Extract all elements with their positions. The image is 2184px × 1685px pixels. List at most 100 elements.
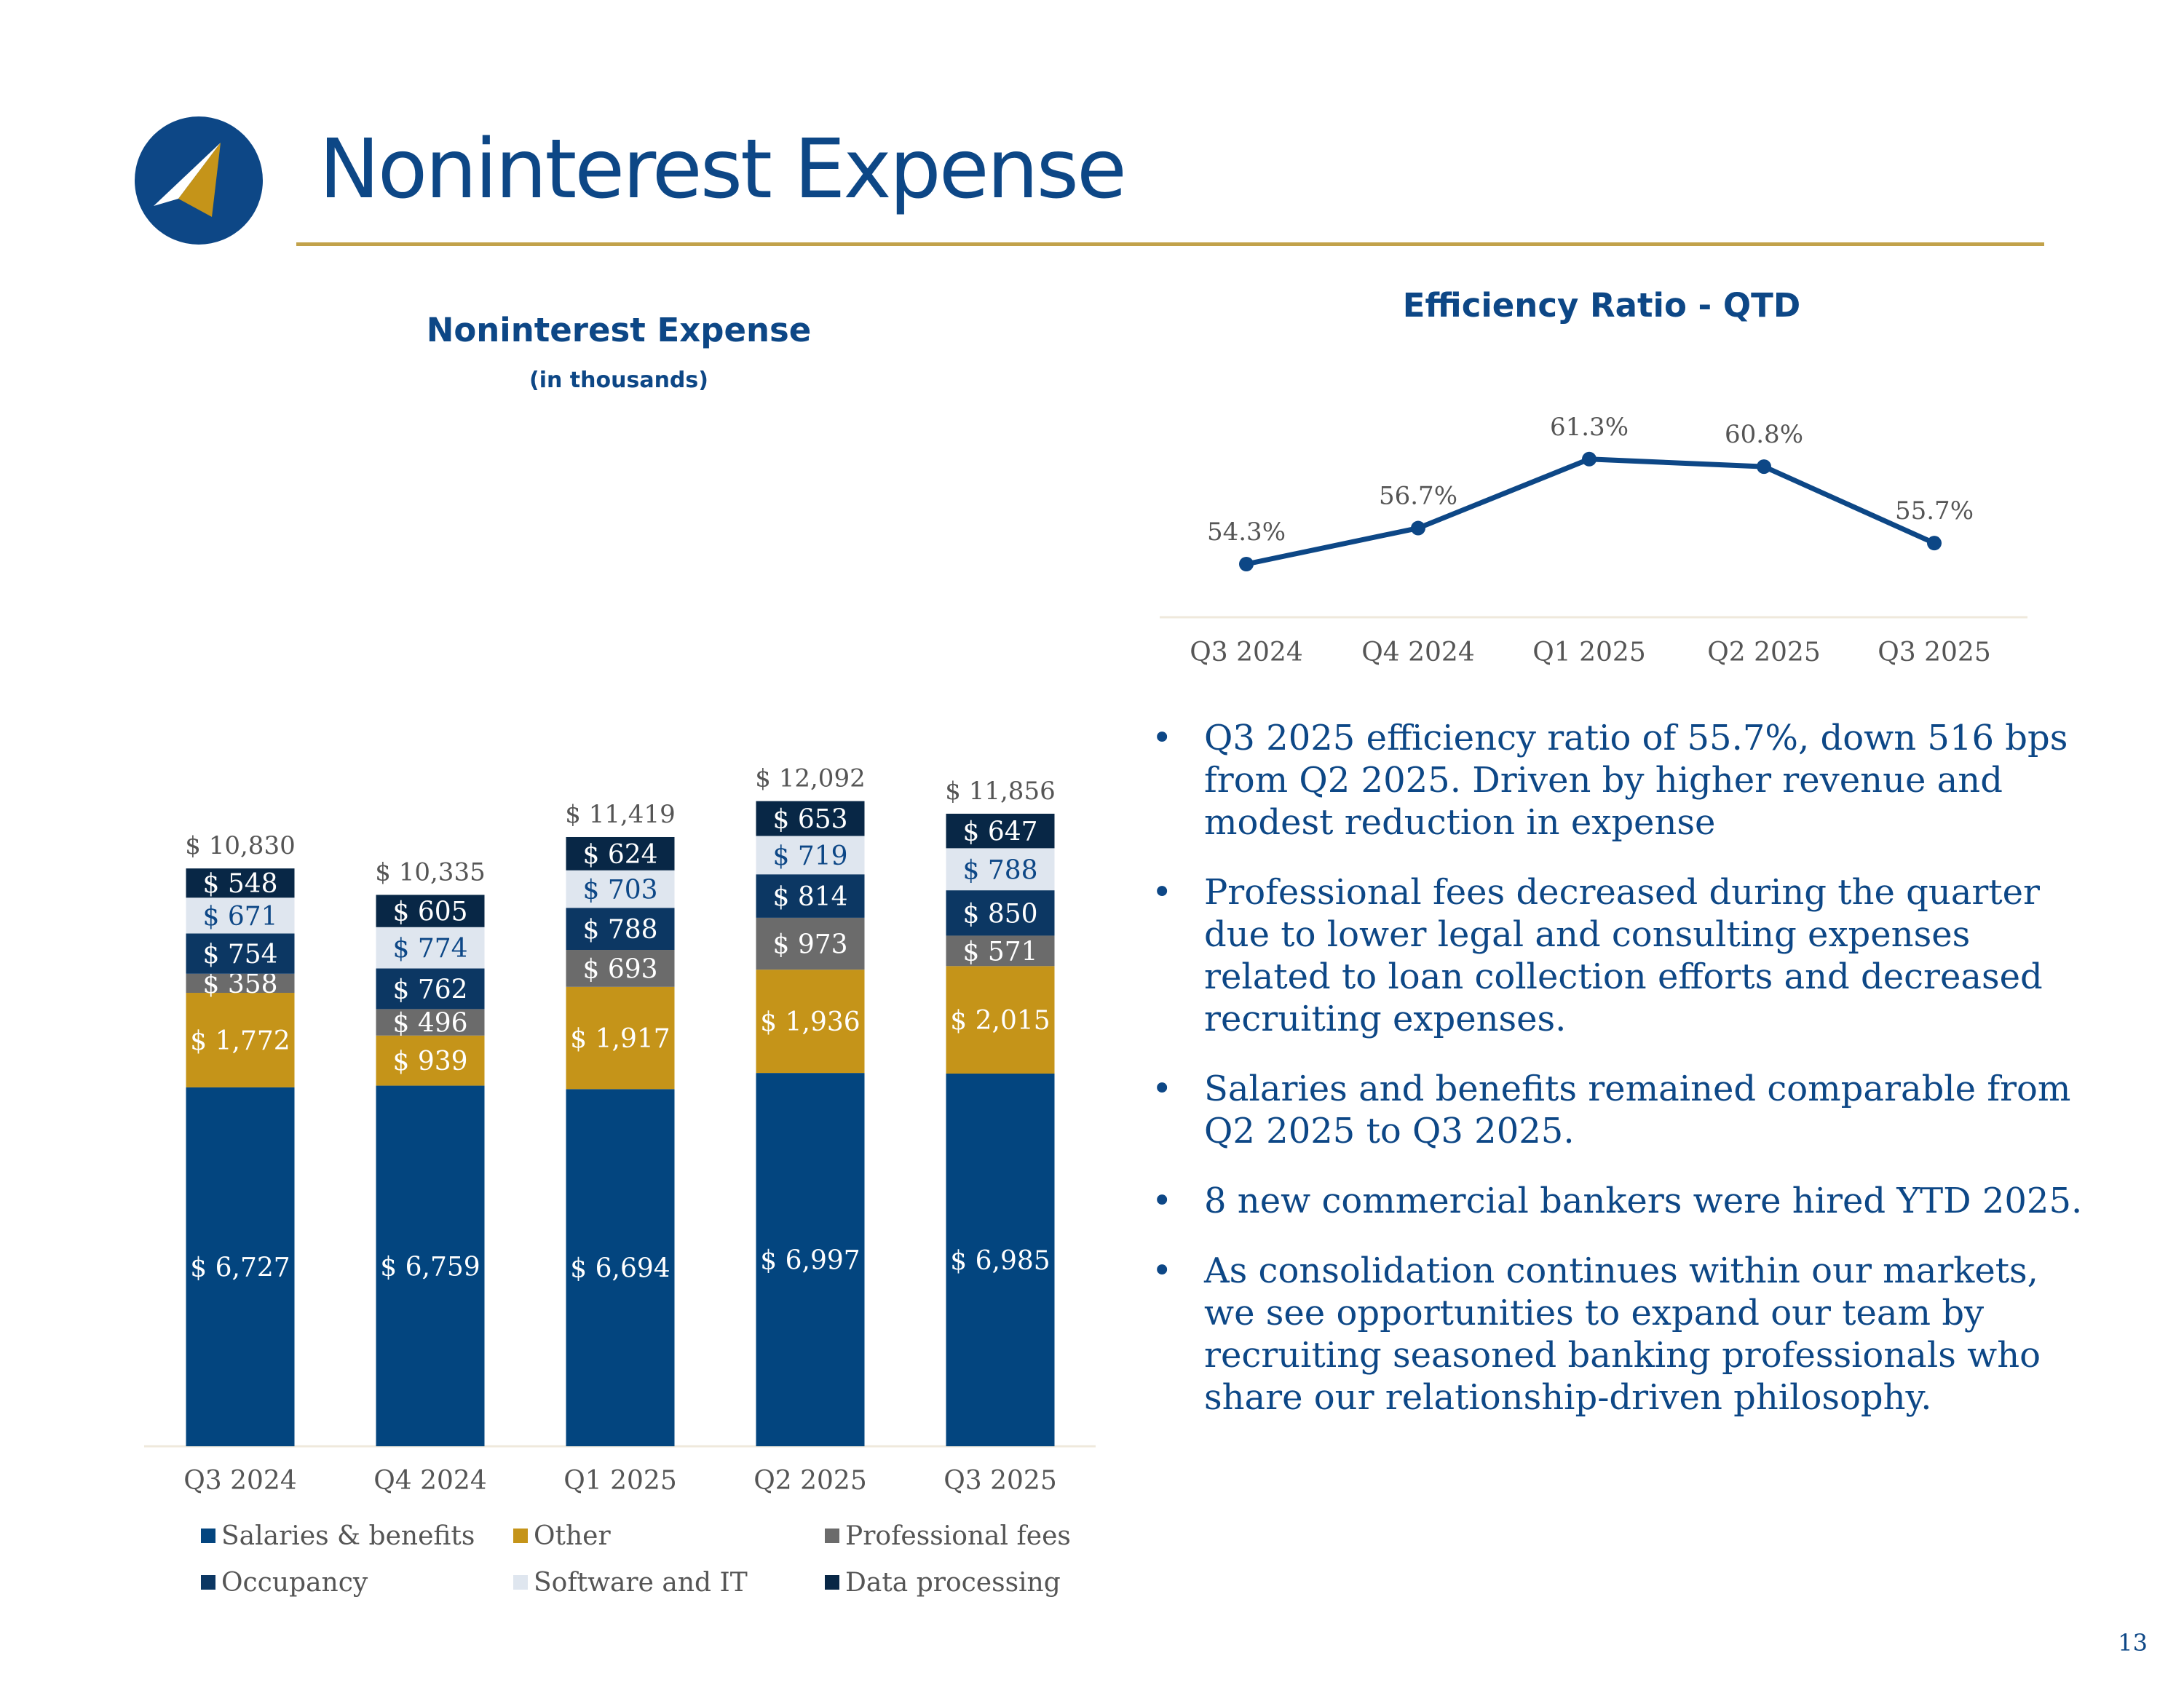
data-label: $ 496 (392, 1009, 467, 1039)
data-label: $ 788 (962, 855, 1037, 885)
bar-segment (376, 968, 485, 1010)
bar-segment (566, 1089, 675, 1446)
line-chart-title: Efficiency Ratio - QTD (1402, 286, 1801, 325)
data-label: $ 1,936 (760, 1007, 860, 1037)
data-label: $ 624 (582, 840, 657, 870)
bullet-text: 8 new commercial bankers were hired YTD … (1204, 1181, 2083, 1221)
data-label: $ 6,985 (950, 1246, 1050, 1276)
legend-swatch (825, 1529, 839, 1543)
total-label: $ 10,335 (375, 857, 485, 887)
title-divider (296, 242, 2044, 246)
data-label: $ 605 (392, 897, 467, 927)
data-label: $ 6,694 (570, 1254, 670, 1284)
bar-segment (376, 1009, 485, 1036)
bar-segment (186, 933, 295, 974)
data-point (1927, 536, 1942, 551)
bar-segment (756, 970, 865, 1074)
commentary-bullet-list: • Q3 2025 efficiency ratio of 55.7%, down… (1142, 717, 2088, 1446)
bullet-item: • Salaries and benefits remained comparab… (1142, 1068, 2088, 1152)
bar-segment (566, 950, 675, 987)
bullet-item: • As consolidation continues within our m… (1142, 1250, 2088, 1419)
data-point (1239, 557, 1254, 571)
bar-chart-subtitle: (in thousands) (529, 368, 708, 393)
bar-segment (756, 836, 865, 875)
legend-item-professional-fees: Professional fees (825, 1521, 1071, 1551)
data-label: $ 653 (772, 805, 847, 835)
bar-segment (946, 813, 1055, 849)
data-label: $ 571 (962, 937, 1037, 967)
bullet-marker: • (1152, 1250, 1173, 1291)
data-label: $ 1,917 (570, 1024, 670, 1054)
data-point (1757, 459, 1771, 475)
data-label: $ 939 (392, 1047, 467, 1077)
bullet-item: • Q3 2025 efficiency ratio of 55.7%, down… (1142, 717, 2088, 844)
x-tick-label: Q4 2024 (373, 1466, 486, 1496)
bar-segment (756, 801, 865, 836)
bar-segment (946, 848, 1055, 891)
bar-segment (946, 890, 1055, 936)
total-label: $ 10,830 (185, 831, 295, 860)
total-label: $ 12,092 (755, 764, 865, 793)
bar-segment (376, 927, 485, 969)
bar-chart-title: Noninterest Expense (426, 311, 812, 349)
bar-segment (566, 986, 675, 1090)
data-label: $ 850 (962, 899, 1037, 929)
efficiency-ratio-line-chart: 54.3% Q3 2024 56.7% Q4 2024 61.3% Q1 2025 60.8… (1160, 413, 2027, 667)
page-number: 13 (2118, 1629, 2148, 1657)
noninterest-expense-bar-chart: $ 6,727 $ 1,772 $ 358$ 754 $ 671$ 548 $ 10,8… (144, 764, 1096, 1496)
legend-item-occupancy: Occupancy (201, 1568, 368, 1598)
x-tick-label: Q1 2025 (1532, 638, 1645, 667)
bar-segment (756, 1073, 865, 1446)
data-label: $ 6,997 (760, 1246, 860, 1276)
legend-item-salaries: Salaries & benefits (201, 1521, 475, 1551)
x-tick-label: Q3 2025 (1878, 638, 1990, 667)
bar-segment (186, 897, 295, 934)
data-label: $ 973 (772, 930, 847, 960)
x-tick-label: Q3 2024 (183, 1466, 296, 1496)
data-label: $ 6,727 (190, 1253, 290, 1282)
bar-segment (186, 993, 295, 1087)
data-label: $ 693 (582, 954, 657, 984)
page-title: Noninterest Expense (319, 122, 1127, 217)
bullet-text: Q3 2025 efficiency ratio of 55.7%, down … (1204, 718, 2068, 843)
total-label: $ 11,419 (565, 800, 675, 829)
x-tick-label: Q2 2025 (753, 1466, 866, 1496)
bar-segment (756, 874, 865, 918)
legend-label: Other (534, 1521, 611, 1551)
bullet-marker: • (1152, 1069, 1173, 1109)
company-logo (135, 116, 263, 245)
legend-label: Professional fees (845, 1521, 1071, 1551)
data-label: $ 6,759 (380, 1252, 480, 1282)
legend-label: Occupancy (221, 1568, 368, 1598)
data-label: 55.7% (1895, 496, 1974, 526)
bullet-text: Professional fees decreased during the q… (1204, 872, 2043, 1039)
series-line (1246, 456, 1936, 567)
data-label: $ 788 (582, 915, 657, 945)
data-label: $ 814 (772, 882, 847, 912)
data-label: $ 647 (962, 817, 1037, 847)
bar-segment (946, 966, 1055, 1074)
bullet-marker: • (1152, 872, 1173, 913)
bar-segment (566, 908, 675, 951)
bar-segment (566, 836, 675, 871)
legend-label: Salaries & benefits (221, 1521, 475, 1551)
legend-label: Data processing (845, 1568, 1061, 1598)
total-label: $ 11,856 (945, 777, 1055, 806)
bullet-text: As consolidation continues within our ma… (1204, 1250, 2041, 1418)
legend-swatch (201, 1529, 215, 1543)
bullet-marker: • (1152, 1181, 1173, 1221)
legend-swatch (201, 1575, 215, 1590)
bar-segment (376, 1085, 485, 1446)
bar-segment (946, 1073, 1055, 1446)
data-label: 56.7% (1379, 482, 1457, 511)
bar-segment (186, 868, 295, 898)
data-label: $ 762 (392, 975, 467, 1004)
x-tick-label: Q3 2024 (1190, 638, 1302, 667)
bar-segment (186, 1087, 295, 1446)
data-label: $ 703 (582, 875, 657, 905)
data-label: $ 2,015 (950, 1006, 1050, 1036)
legend-item-other: Other (513, 1521, 611, 1551)
bar-segment (756, 917, 865, 970)
legend-item-data-processing: Data processing (825, 1568, 1061, 1598)
data-label: $ 774 (392, 934, 467, 964)
